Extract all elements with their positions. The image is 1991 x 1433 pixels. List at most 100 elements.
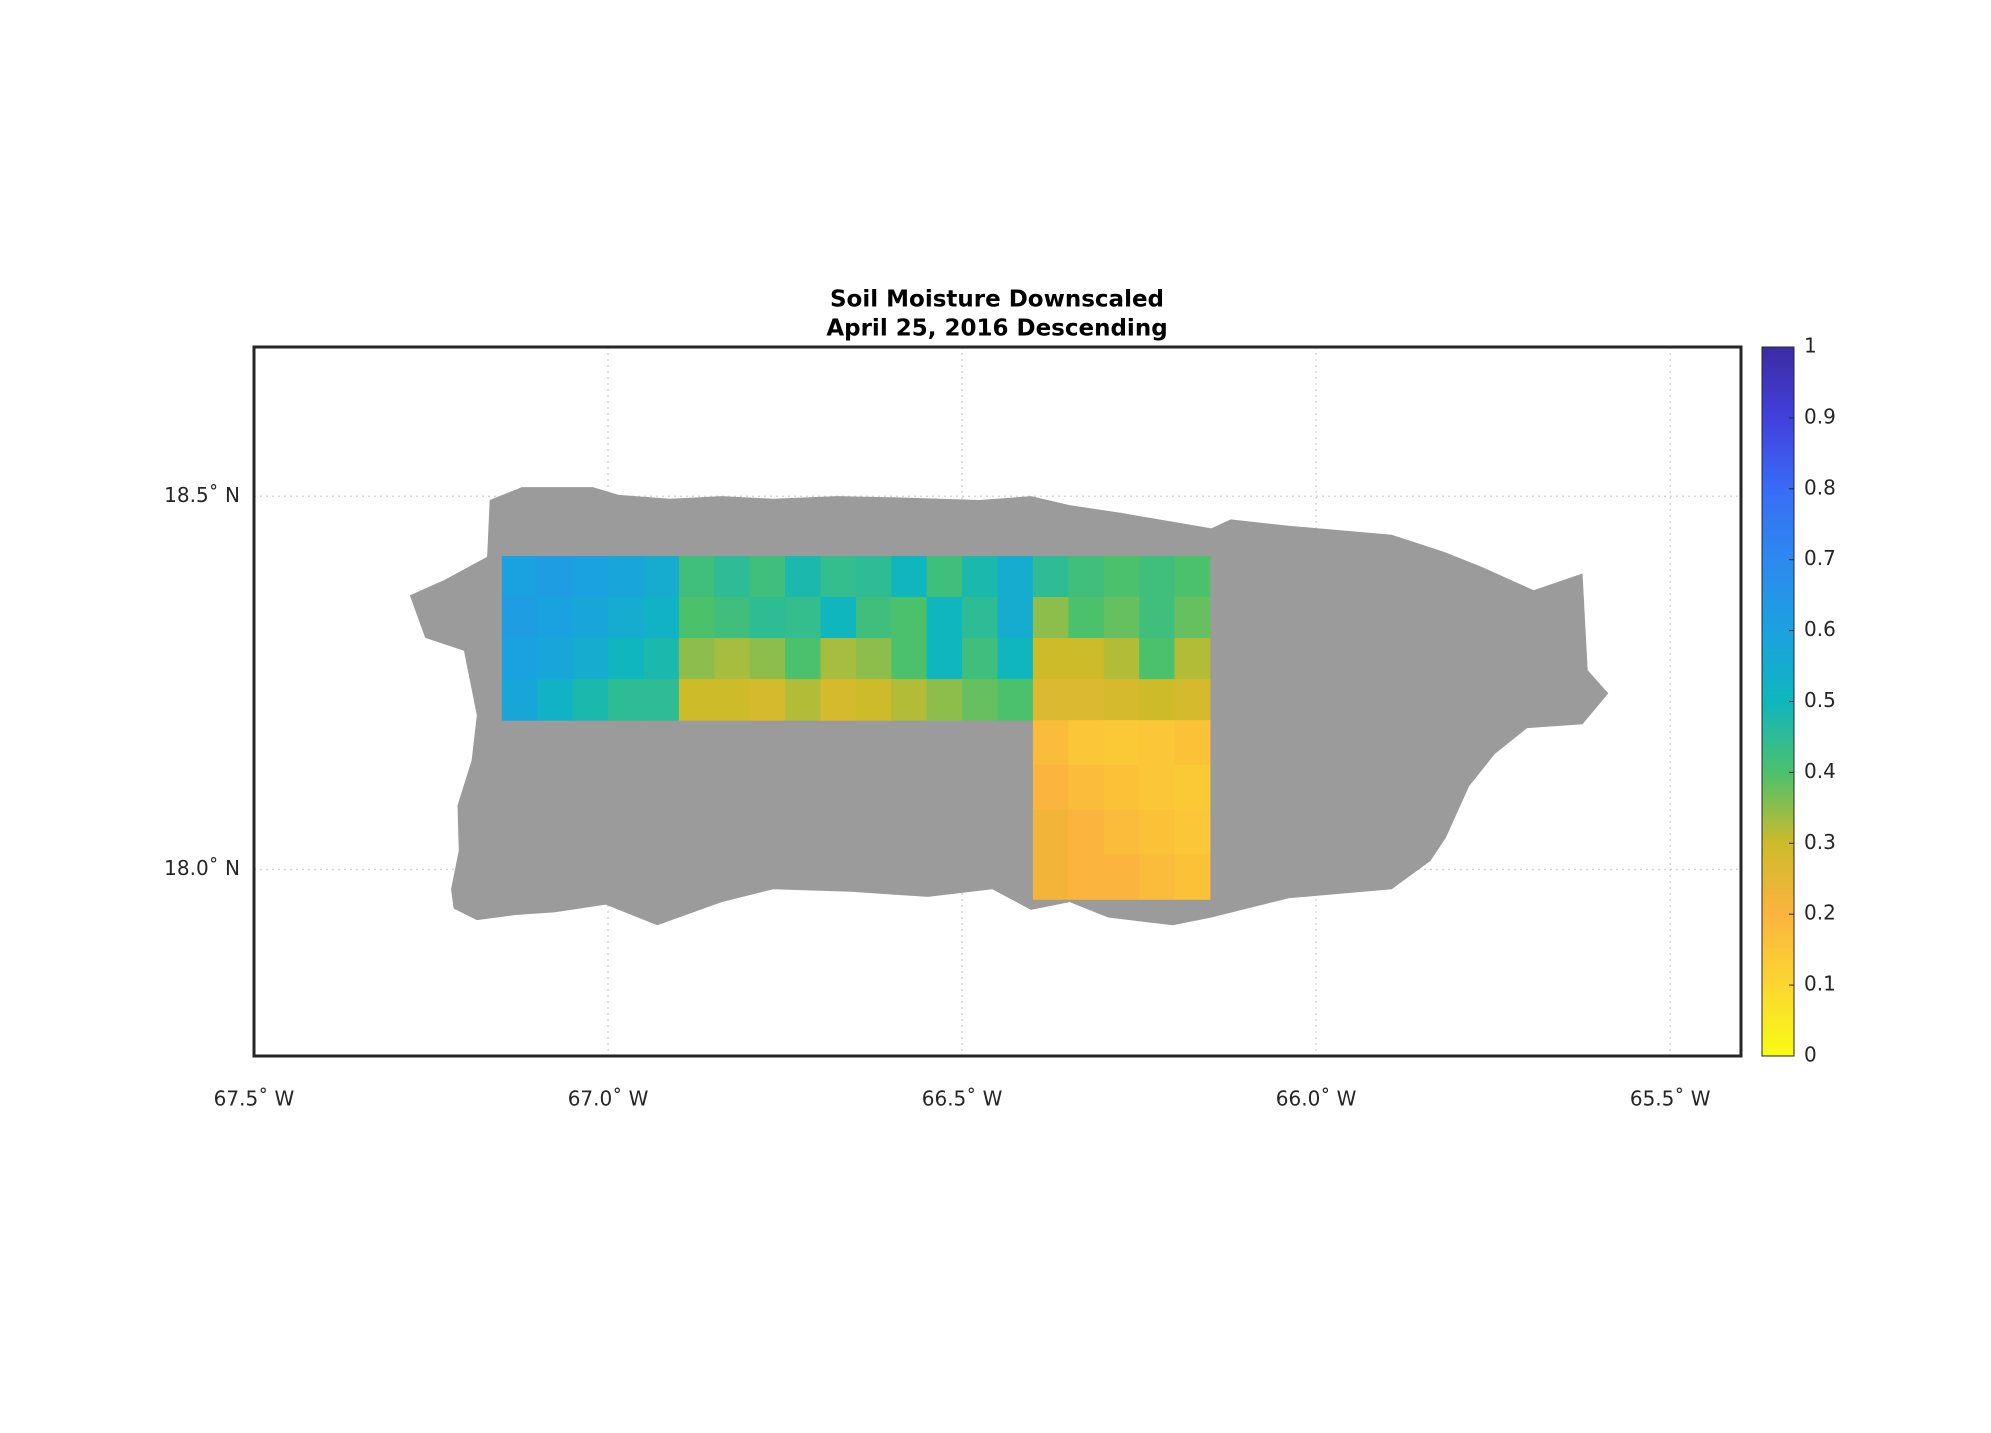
cell <box>1103 679 1140 721</box>
cell <box>1103 764 1140 811</box>
cell <box>997 597 1034 639</box>
cell <box>608 679 644 721</box>
cell <box>1174 854 1211 900</box>
cell <box>1032 809 1069 855</box>
cell <box>1174 679 1211 721</box>
cell <box>997 638 1034 680</box>
cell <box>1032 638 1069 680</box>
cell <box>926 555 963 598</box>
cell <box>643 555 680 598</box>
cell <box>891 597 928 639</box>
cell <box>749 638 786 680</box>
cell <box>1032 720 1069 766</box>
cell <box>855 555 892 598</box>
chart-subtitle: April 25, 2016 Descending <box>826 316 1167 342</box>
cell <box>891 555 928 598</box>
colorbar <box>1761 346 1795 1057</box>
cell <box>997 555 1034 598</box>
cell <box>678 555 715 598</box>
cell <box>962 638 998 680</box>
cell <box>1139 638 1176 680</box>
cell <box>501 679 538 721</box>
cell <box>537 555 574 598</box>
cell <box>1068 638 1105 680</box>
cell <box>749 597 786 639</box>
colorbar-tick-label: 0.2 <box>1804 901 1836 925</box>
cell <box>785 638 821 680</box>
cell <box>962 597 998 639</box>
colorbar-tick-label: 0.8 <box>1804 475 1836 499</box>
x-tick-label: 67.5˚ W <box>214 1087 295 1111</box>
axes-frame <box>252 345 1743 1058</box>
cell <box>1103 854 1140 900</box>
cell <box>1139 809 1176 855</box>
cell <box>1068 809 1105 855</box>
cell <box>1068 597 1105 639</box>
cell <box>1068 720 1105 766</box>
cell <box>1139 555 1176 598</box>
cell <box>926 638 963 680</box>
cell <box>891 679 928 721</box>
cell <box>1174 597 1211 639</box>
colorbar-tick-label: 0.4 <box>1804 759 1836 783</box>
cell <box>572 638 609 680</box>
data-layer <box>501 555 1211 900</box>
cell <box>1032 597 1069 639</box>
cell <box>1032 555 1069 598</box>
cell <box>820 597 857 639</box>
cell <box>891 638 928 680</box>
cell <box>1032 854 1069 900</box>
cell <box>1139 854 1176 900</box>
colorbar-tick-label: 0.7 <box>1804 546 1836 570</box>
cell <box>501 555 538 598</box>
cell <box>537 597 574 639</box>
cell <box>1174 638 1211 680</box>
cell <box>785 597 821 639</box>
colorbar-tick-label: 0.3 <box>1804 830 1836 854</box>
cell <box>749 679 786 721</box>
colorbar-tick-label: 0.9 <box>1804 404 1836 428</box>
cell <box>678 597 715 639</box>
cell <box>678 679 715 721</box>
cell <box>855 638 892 680</box>
colorbar-tick-label: 0.5 <box>1804 688 1836 712</box>
cell <box>714 555 751 598</box>
cell <box>749 555 786 598</box>
cell <box>1032 764 1069 811</box>
cell <box>1139 764 1176 811</box>
cell <box>714 597 751 639</box>
cell <box>926 679 963 721</box>
x-tick-label: 66.0˚ W <box>1276 1087 1357 1111</box>
colorbar-tick-label: 0.6 <box>1804 617 1836 641</box>
cell <box>1103 555 1140 598</box>
cell <box>572 555 609 598</box>
cell <box>962 679 998 721</box>
cell <box>608 638 644 680</box>
cell <box>537 679 574 721</box>
cell <box>855 597 892 639</box>
x-tick-label: 66.5˚ W <box>922 1087 1003 1111</box>
chart-title: Soil Moisture Downscaled <box>830 287 1164 313</box>
colorbar-tick-label: 0 <box>1804 1043 1817 1067</box>
cell <box>643 679 680 721</box>
cell <box>501 638 538 680</box>
x-tick-label: 65.5˚ W <box>1630 1087 1711 1111</box>
colorbar-tick-label: 0.1 <box>1804 972 1836 996</box>
y-tick-label: 18.0˚ N <box>164 856 240 880</box>
cell <box>1103 597 1140 639</box>
cell <box>1174 555 1211 598</box>
x-tick-label: 67.0˚ W <box>568 1087 649 1111</box>
cell <box>1068 854 1105 900</box>
cell <box>997 679 1034 721</box>
cell <box>962 555 998 598</box>
cell <box>1174 764 1211 811</box>
cell <box>714 679 751 721</box>
cell <box>643 597 680 639</box>
cell <box>785 555 821 598</box>
colorbar-tick-label: 1 <box>1804 334 1817 358</box>
cell <box>1068 555 1105 598</box>
cell <box>678 638 715 680</box>
cell <box>572 597 609 639</box>
cell <box>608 597 644 639</box>
